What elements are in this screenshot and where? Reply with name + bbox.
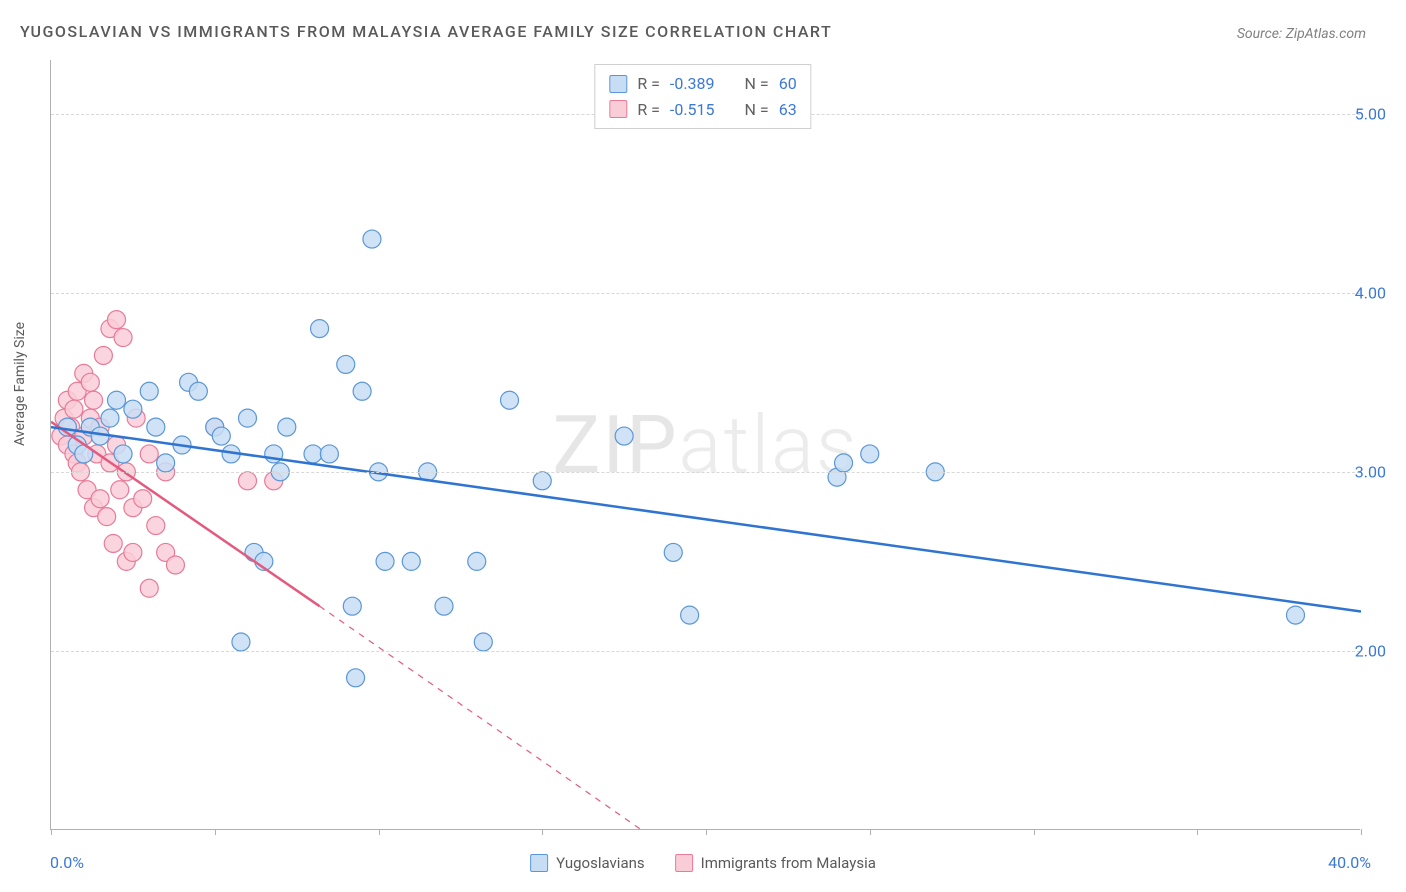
legend-swatch-yugoslavians xyxy=(530,854,548,872)
x-axis-end-label: 40.0% xyxy=(1328,853,1371,872)
chart-container: YUGOSLAVIAN VS IMMIGRANTS FROM MALAYSIA … xyxy=(0,0,1406,892)
legend-label-malaysia: Immigrants from Malaysia xyxy=(701,854,876,872)
swatch-yugoslavians xyxy=(609,75,627,93)
n-label: N = xyxy=(745,71,769,97)
y-tick-label: 2.00 xyxy=(1355,641,1386,660)
y-axis-label: Average Family Size xyxy=(12,322,28,446)
r-value-malaysia: -0.515 xyxy=(670,97,715,123)
y-tick-label: 5.00 xyxy=(1355,104,1386,123)
stats-legend-box: R = -0.389 N = 60 R = -0.515 N = 63 xyxy=(594,64,811,129)
y-tick-label: 3.00 xyxy=(1355,462,1386,481)
swatch-malaysia xyxy=(609,100,627,118)
legend-swatch-malaysia xyxy=(675,854,693,872)
x-axis-start-label: 0.0% xyxy=(50,853,84,872)
n-value-malaysia: 63 xyxy=(779,97,797,123)
r-label: R = xyxy=(637,71,660,97)
y-tick-label: 4.00 xyxy=(1355,283,1386,302)
plot-area: ZIPatlas xyxy=(50,60,1360,830)
legend-label-yugoslavians: Yugoslavians xyxy=(556,854,645,872)
stats-row-malaysia: R = -0.515 N = 63 xyxy=(609,97,796,123)
r-label: R = xyxy=(637,97,660,123)
n-value-yugoslavians: 60 xyxy=(779,71,797,97)
r-value-yugoslavians: -0.389 xyxy=(670,71,715,97)
legend-item-yugoslavians: Yugoslavians xyxy=(530,854,645,872)
n-label: N = xyxy=(745,97,769,123)
chart-title: YUGOSLAVIAN VS IMMIGRANTS FROM MALAYSIA … xyxy=(20,22,832,41)
scatter-plot-svg xyxy=(51,60,1361,830)
source-attribution: Source: ZipAtlas.com xyxy=(1237,26,1366,42)
stats-row-yugoslavians: R = -0.389 N = 60 xyxy=(609,71,796,97)
legend-item-malaysia: Immigrants from Malaysia xyxy=(675,854,876,872)
footer-legend: Yugoslavians Immigrants from Malaysia xyxy=(530,854,876,872)
